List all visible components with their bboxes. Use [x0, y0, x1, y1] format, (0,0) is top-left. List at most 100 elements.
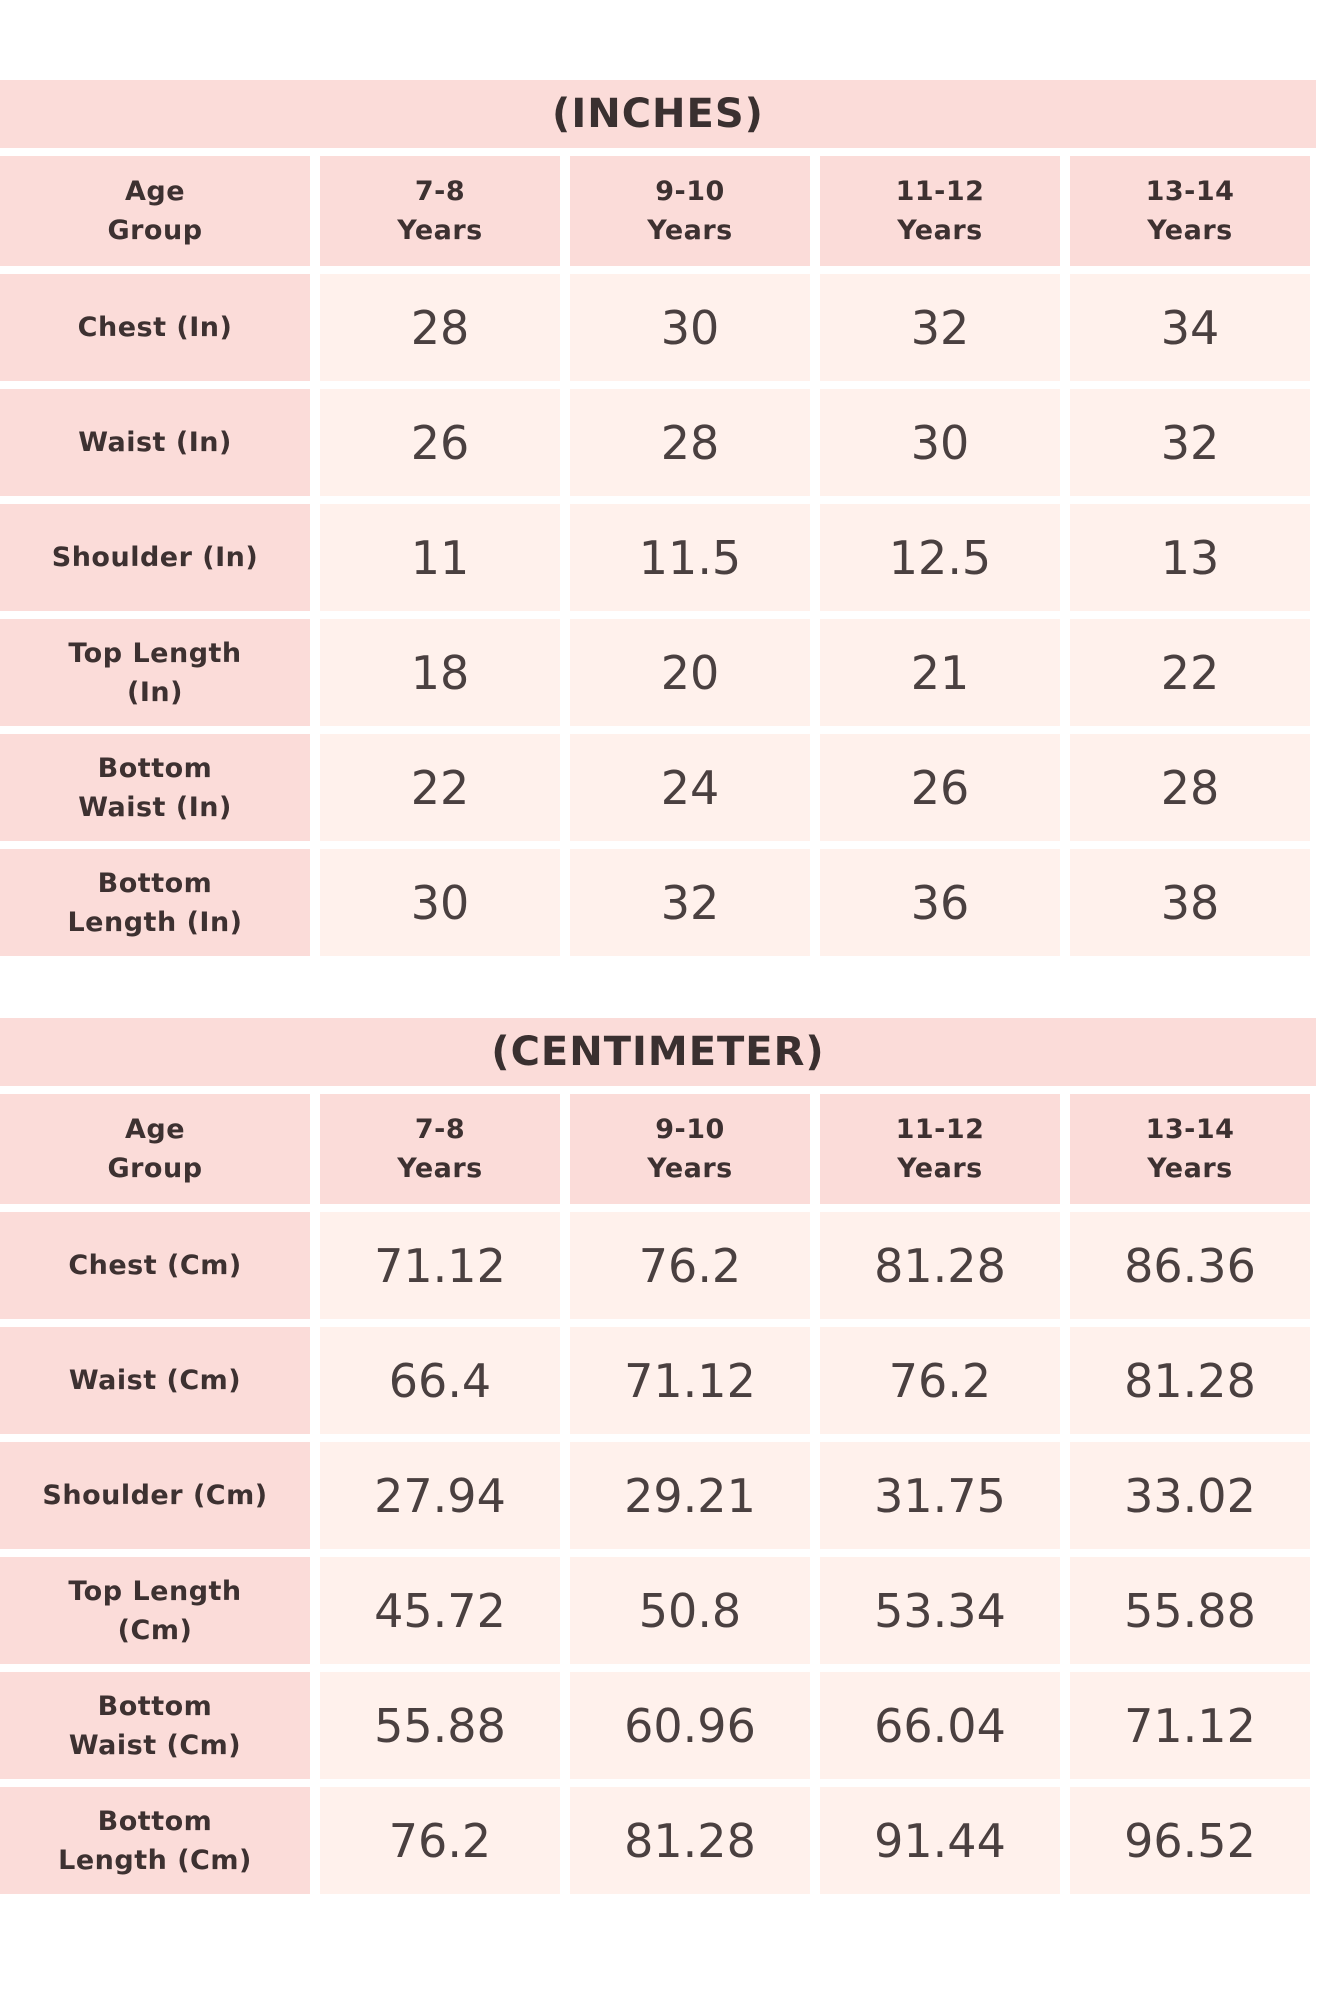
value-cell: 26 — [820, 734, 1060, 841]
table-row: Shoulder (Cm) 27.94 29.21 31.75 33.02 — [0, 1442, 1316, 1549]
age-group-header: Age Group — [0, 156, 310, 266]
row-label: Top Length (In) — [0, 619, 310, 726]
value-cell: 32 — [570, 849, 810, 956]
row-label: Top Length (Cm) — [0, 1557, 310, 1664]
value-cell: 27.94 — [320, 1442, 560, 1549]
column-header: 9-10 Years — [570, 156, 810, 266]
value-cell: 31.75 — [820, 1442, 1060, 1549]
row-label-text: Chest (In) — [77, 312, 233, 343]
value-cell: 11 — [320, 504, 560, 611]
value-cell: 11.5 — [570, 504, 810, 611]
value-cell: 12.5 — [820, 504, 1060, 611]
column-header: 11-12 Years — [820, 1094, 1060, 1204]
row-label-text: Chest (Cm) — [68, 1250, 242, 1281]
table-row: Waist (Cm) 66.4 71.12 76.2 81.28 — [0, 1327, 1316, 1434]
value-cell: 81.28 — [570, 1787, 810, 1894]
value-cell: 22 — [1070, 619, 1310, 726]
value-cell: 34 — [1070, 274, 1310, 381]
value-cell: 24 — [570, 734, 810, 841]
value-cell: 96.52 — [1070, 1787, 1310, 1894]
value-cell: 26 — [320, 389, 560, 496]
value-cell: 18 — [320, 619, 560, 726]
table-row: Chest (Cm) 71.12 76.2 81.28 86.36 — [0, 1212, 1316, 1319]
table-row: Waist (In) 26 28 30 32 — [0, 389, 1316, 496]
value-cell: 76.2 — [320, 1787, 560, 1894]
table-row: Bottom Length (Cm) 76.2 81.28 91.44 96.5… — [0, 1787, 1316, 1894]
value-cell: 71.12 — [320, 1212, 560, 1319]
row-label: Bottom Waist (Cm) — [0, 1672, 310, 1779]
value-cell: 53.34 — [820, 1557, 1060, 1664]
value-cell: 76.2 — [570, 1212, 810, 1319]
column-header: 7-8 Years — [320, 1094, 560, 1204]
column-header: 9-10 Years — [570, 1094, 810, 1204]
value-cell: 66.4 — [320, 1327, 560, 1434]
value-cell: 22 — [320, 734, 560, 841]
header-row: Age Group 7-8 Years 9-10 Years 11-12 Yea… — [0, 156, 1316, 266]
value-cell: 55.88 — [320, 1672, 560, 1779]
age-group-header: Age Group — [0, 1094, 310, 1204]
value-cell: 33.02 — [1070, 1442, 1310, 1549]
row-label-text: Top Length (In) — [68, 637, 242, 708]
value-cell: 81.28 — [1070, 1327, 1310, 1434]
value-cell: 55.88 — [1070, 1557, 1310, 1664]
row-label-text: Bottom Waist (In) — [78, 752, 232, 823]
row-label-text: Top Length (Cm) — [68, 1575, 242, 1646]
table-row: Bottom Length (In) 30 32 36 38 — [0, 849, 1316, 956]
column-header: 13-14 Years — [1070, 1094, 1310, 1204]
value-cell: 21 — [820, 619, 1060, 726]
value-cell: 30 — [320, 849, 560, 956]
value-cell: 38 — [1070, 849, 1310, 956]
value-cell: 20 — [570, 619, 810, 726]
age-group-label: Age Group — [107, 176, 203, 246]
value-cell: 45.72 — [320, 1557, 560, 1664]
row-label: Bottom Length (In) — [0, 849, 310, 956]
table-row: Chest (In) 28 30 32 34 — [0, 274, 1316, 381]
row-label-text: Bottom Waist (Cm) — [68, 1690, 242, 1761]
table-row: Top Length (Cm) 45.72 50.8 53.34 55.88 — [0, 1557, 1316, 1664]
table-title: (CENTIMETER) — [0, 1018, 1316, 1086]
value-cell: 71.12 — [570, 1327, 810, 1434]
value-cell: 28 — [1070, 734, 1310, 841]
column-header: 11-12 Years — [820, 156, 1060, 266]
column-header: 7-8 Years — [320, 156, 560, 266]
row-label: Bottom Length (Cm) — [0, 1787, 310, 1894]
column-header: 13-14 Years — [1070, 156, 1310, 266]
row-label-text: Shoulder (Cm) — [42, 1480, 268, 1511]
row-label: Chest (Cm) — [0, 1212, 310, 1319]
value-cell: 28 — [570, 389, 810, 496]
value-cell: 30 — [820, 389, 1060, 496]
row-label: Shoulder (In) — [0, 504, 310, 611]
age-group-label: Age Group — [107, 1114, 203, 1184]
row-label: Waist (Cm) — [0, 1327, 310, 1434]
row-label: Chest (In) — [0, 274, 310, 381]
value-cell: 28 — [320, 274, 560, 381]
value-cell: 30 — [570, 274, 810, 381]
size-chart-centimeter: (CENTIMETER) Age Group 7-8 Years 9-10 Ye… — [0, 1018, 1316, 1902]
value-cell: 32 — [1070, 389, 1310, 496]
value-cell: 86.36 — [1070, 1212, 1310, 1319]
row-label-text: Bottom Length (In) — [67, 867, 243, 938]
row-label-text: Waist (Cm) — [68, 1365, 242, 1396]
value-cell: 36 — [820, 849, 1060, 956]
table-row: Shoulder (In) 11 11.5 12.5 13 — [0, 504, 1316, 611]
value-cell: 81.28 — [820, 1212, 1060, 1319]
row-label: Shoulder (Cm) — [0, 1442, 310, 1549]
value-cell: 76.2 — [820, 1327, 1060, 1434]
value-cell: 91.44 — [820, 1787, 1060, 1894]
row-label-text: Waist (In) — [78, 427, 232, 458]
value-cell: 29.21 — [570, 1442, 810, 1549]
value-cell: 50.8 — [570, 1557, 810, 1664]
value-cell: 32 — [820, 274, 1060, 381]
value-cell: 66.04 — [820, 1672, 1060, 1779]
header-row: Age Group 7-8 Years 9-10 Years 11-12 Yea… — [0, 1094, 1316, 1204]
row-label-text: Bottom Length (Cm) — [58, 1805, 252, 1876]
value-cell: 60.96 — [570, 1672, 810, 1779]
table-row: Bottom Waist (Cm) 55.88 60.96 66.04 71.1… — [0, 1672, 1316, 1779]
row-label: Bottom Waist (In) — [0, 734, 310, 841]
row-label: Waist (In) — [0, 389, 310, 496]
table-title: (INCHES) — [0, 80, 1316, 148]
value-cell: 71.12 — [1070, 1672, 1310, 1779]
size-chart-inches: (INCHES) Age Group 7-8 Years 9-10 Years … — [0, 80, 1316, 964]
row-label-text: Shoulder (In) — [51, 542, 259, 573]
table-row: Top Length (In) 18 20 21 22 — [0, 619, 1316, 726]
